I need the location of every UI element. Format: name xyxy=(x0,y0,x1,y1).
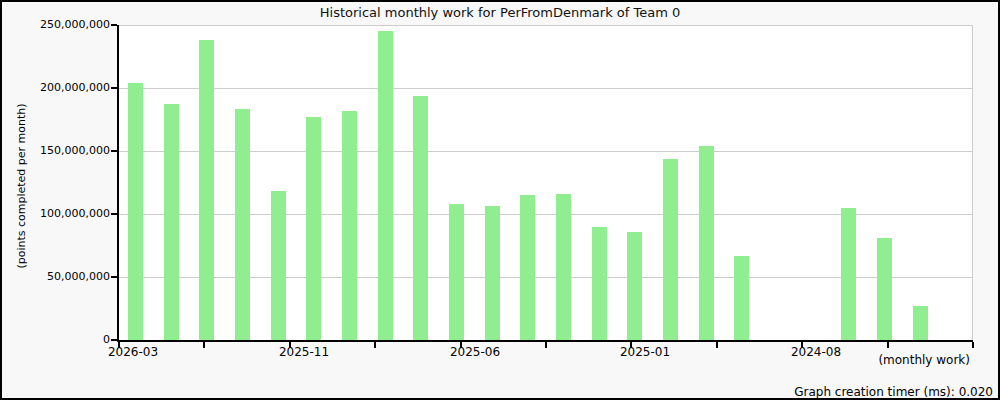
x-tick xyxy=(972,342,974,348)
bar xyxy=(841,208,856,340)
x-tick-label: 2025-01 xyxy=(610,345,680,359)
bar xyxy=(699,146,714,340)
y-tick-label: 50,000,000 xyxy=(20,270,110,283)
bar xyxy=(913,306,928,340)
x-tick xyxy=(716,342,718,348)
x-tick xyxy=(887,342,889,348)
bar xyxy=(164,104,179,340)
x-tick-label: 2026-03 xyxy=(98,345,168,359)
x-axis-title: (monthly work) xyxy=(878,353,970,367)
x-tick-label: 2024-08 xyxy=(781,345,851,359)
y-tick-label: 150,000,000 xyxy=(20,144,110,157)
bar xyxy=(592,227,607,340)
bar xyxy=(556,194,571,340)
bar xyxy=(199,40,214,340)
chart-title: Historical monthly work for PerFromDenma… xyxy=(2,5,998,20)
graph-timer-text: Graph creation timer (ms): 0.020 xyxy=(794,385,993,399)
bar xyxy=(449,204,464,340)
y-tick-label: 250,000,000 xyxy=(20,18,110,31)
bar xyxy=(378,31,393,340)
bar xyxy=(306,117,321,340)
y-axis-title: (points completed per month) xyxy=(15,103,28,268)
y-tick-label: 200,000,000 xyxy=(20,81,110,94)
bar xyxy=(235,109,250,340)
bar xyxy=(413,96,428,340)
x-tick xyxy=(545,342,547,348)
x-tick-label: 2025-06 xyxy=(440,345,510,359)
x-axis-line xyxy=(117,340,973,342)
bar xyxy=(271,191,286,340)
y-gridline xyxy=(119,88,973,89)
bar xyxy=(342,111,357,340)
y-axis-line xyxy=(117,25,119,342)
bar xyxy=(734,256,749,340)
bar xyxy=(663,159,678,340)
x-tick xyxy=(374,342,376,348)
chart-frame: Historical monthly work for PerFromDenma… xyxy=(0,0,1000,400)
bar xyxy=(627,232,642,340)
x-tick xyxy=(203,342,205,348)
bar xyxy=(485,206,500,340)
y-tick-label: 0 xyxy=(20,333,110,346)
bar xyxy=(877,238,892,340)
y-tick-label: 100,000,000 xyxy=(20,207,110,220)
bar xyxy=(128,83,143,340)
bar xyxy=(520,195,535,340)
x-tick-label: 2025-11 xyxy=(269,345,339,359)
